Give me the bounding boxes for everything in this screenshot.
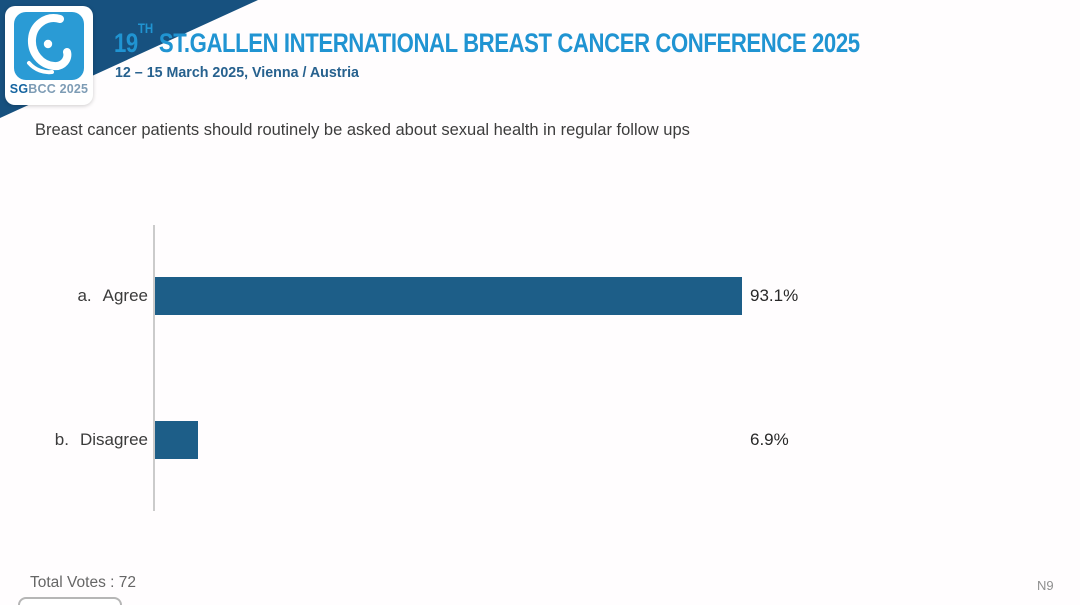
total-votes: Total Votes : 72 xyxy=(30,574,136,591)
bar-label: b. Disagree xyxy=(0,421,148,459)
conference-logo: SGBCC 2025 xyxy=(5,6,93,105)
bar-value-label: 93.1% xyxy=(750,286,799,305)
logo-text-sg: SG xyxy=(9,82,29,96)
logo-text-rest: BCC 2025 xyxy=(28,82,89,96)
bar-label-prefix: b. xyxy=(54,430,69,449)
chart-axis-line xyxy=(153,225,155,511)
agree-bar xyxy=(155,277,742,315)
bottom-partial-button[interactable] xyxy=(18,597,122,605)
title-text: ST.GALLEN INTERNATIONAL BREAST CANCER CO… xyxy=(153,28,860,58)
bar-label-prefix: a. xyxy=(77,286,92,305)
bar-value-label: 6.9% xyxy=(750,430,789,449)
bar-label-text: Agree xyxy=(102,286,148,305)
bar-row: b. Disagree 6.9% xyxy=(0,421,1080,459)
title-superscript: TH xyxy=(137,20,154,36)
slide-code: N9 xyxy=(1037,578,1054,593)
logo-wordmark: SGBCC 2025 xyxy=(10,82,88,96)
sgbcc-drop-icon xyxy=(14,12,84,80)
bar-label-text: Disagree xyxy=(79,430,148,449)
bar-row: a. Agree 93.1% xyxy=(0,277,1080,315)
bar-label: a. Agree xyxy=(0,277,148,315)
conference-subtitle: 12 – 15 March 2025, Vienna / Austria xyxy=(115,64,359,81)
title-number: 19 xyxy=(114,28,138,58)
conference-title: 19TH ST.GALLEN INTERNATIONAL BREAST CANC… xyxy=(114,20,860,59)
disagree-bar xyxy=(155,421,199,459)
poll-question: Breast cancer patients should routinely … xyxy=(35,121,690,139)
